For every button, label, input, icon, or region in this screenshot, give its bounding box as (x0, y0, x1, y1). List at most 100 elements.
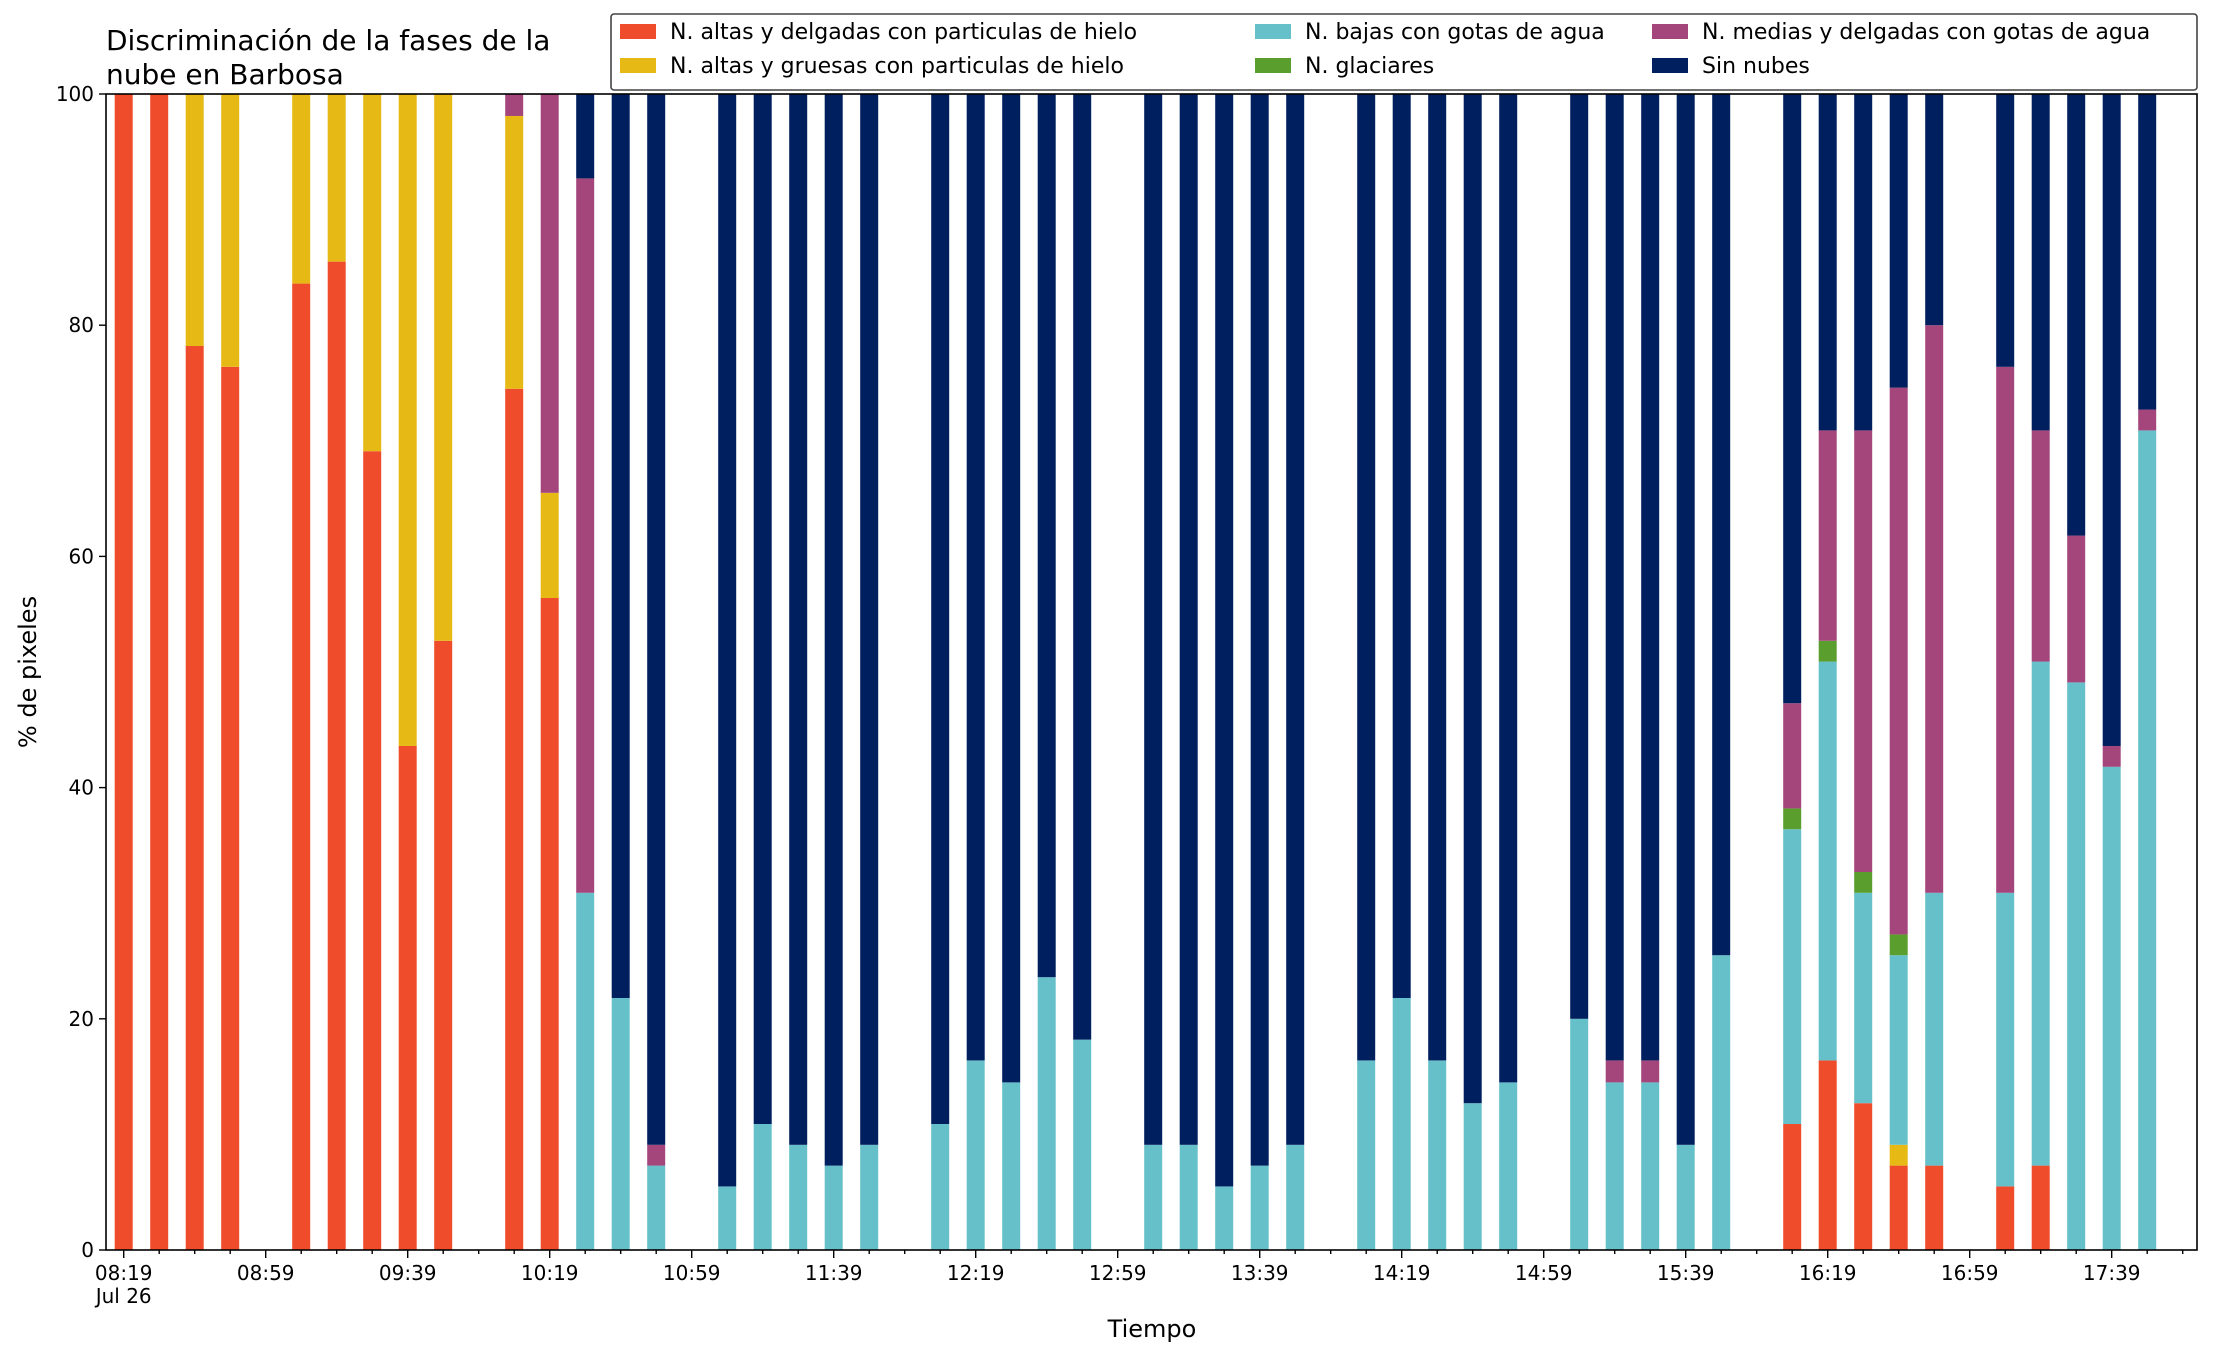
x-tick-label: 08:19 (95, 1261, 153, 1285)
bar-segment (1818, 430, 1837, 641)
bar-segment (1925, 892, 1944, 1166)
bar-segment (576, 94, 595, 179)
bar-segment (966, 94, 985, 1061)
legend-swatch (620, 58, 656, 73)
x-tick-label: 16:19 (1799, 1261, 1857, 1285)
bar-segment (1215, 94, 1234, 1187)
bar-segment (2067, 535, 2086, 683)
bar-segment (292, 283, 311, 1251)
bar-segment (1605, 94, 1624, 1061)
bar-segment (398, 94, 417, 746)
bar-segment (398, 745, 417, 1250)
bar-segment (1925, 325, 1944, 893)
bar-segment (1428, 1060, 1447, 1250)
bar-segment (1925, 1165, 1944, 1250)
bar-segment (1250, 1165, 1269, 1250)
bar-segment (1605, 1082, 1624, 1250)
x-tick-label: 11:39 (805, 1261, 863, 1285)
bar-segment (611, 997, 630, 1250)
bar-segment (327, 94, 346, 262)
plot-frame (105, 93, 2198, 1251)
bar-segment (1428, 94, 1447, 1061)
bar-segment (753, 1124, 772, 1250)
bar-segment (1499, 94, 1518, 1083)
x-tick-label: 15:39 (1657, 1261, 1715, 1285)
y-tick-label: 0 (81, 1238, 94, 1262)
bar-segment (1392, 94, 1411, 998)
bar-segment (1073, 1039, 1092, 1250)
x-tick-label: 14:59 (1515, 1261, 1573, 1285)
y-tick-label: 80 (69, 313, 94, 337)
bar-segment (1996, 892, 2015, 1187)
bar-segment (1250, 94, 1269, 1166)
bar-segment (150, 94, 169, 1250)
bar-segment (647, 94, 666, 1145)
bar-segment (221, 94, 240, 367)
bar-segment (185, 94, 204, 347)
legend: N. altas y delgadas con particulas de hi… (610, 13, 2198, 91)
bar-segment (1037, 94, 1056, 978)
bar-segment (1641, 1060, 1660, 1083)
x-tick-label: 09:39 (379, 1261, 437, 1285)
bar-segment (1676, 94, 1695, 1145)
bar-segment (505, 94, 524, 116)
y-axis-label: % de pixeles (14, 596, 42, 748)
bar-segment (1073, 94, 1092, 1040)
bar-segment (1854, 94, 1873, 431)
bar-segment (1889, 955, 1908, 1145)
bar-segment (363, 451, 382, 1250)
bar-segment (1783, 1124, 1802, 1250)
bar-segment (789, 94, 808, 1145)
bar-segment (576, 178, 595, 893)
bar-segment (2138, 430, 2157, 1250)
chart-title-line-2: nube en Barbosa (106, 58, 344, 91)
bar-segment (1854, 871, 1873, 893)
bar-segment (2031, 94, 2050, 431)
bar-segment (1570, 94, 1589, 1019)
legend-frame (610, 13, 2198, 91)
x-tick-label: 12:59 (1089, 1261, 1147, 1285)
bar-segment (931, 94, 950, 1124)
legend-label: N. glaciares (1305, 54, 1434, 79)
y-tick-label: 100 (56, 82, 94, 106)
x-tick-label: 14:19 (1373, 1261, 1431, 1285)
bar-segment (1286, 94, 1305, 1145)
x-tick-sublabel: Jul 26 (94, 1284, 152, 1308)
bar-segment (2138, 94, 2157, 410)
bar-segment (1712, 955, 1731, 1250)
bar-segment (1676, 1144, 1695, 1250)
bar-segment (540, 492, 559, 599)
bar-segment (434, 94, 453, 641)
bar-segment (860, 94, 879, 1145)
bar-segment (1357, 94, 1376, 1061)
bar-segment (718, 94, 737, 1187)
bar-segment (1854, 430, 1873, 872)
bar-segment (1854, 1103, 1873, 1250)
x-tick-label: 16:59 (1941, 1261, 1999, 1285)
y-tick-label: 20 (69, 1007, 94, 1031)
bar-segment (1818, 640, 1837, 662)
x-tick-label: 17:39 (2083, 1261, 2141, 1285)
bar-segment (753, 94, 772, 1124)
bar-segment (789, 1144, 808, 1250)
bar-segment (647, 1165, 666, 1250)
bar-segment (576, 892, 595, 1250)
bar-segment (1499, 1082, 1518, 1250)
bar-segment (1925, 94, 1944, 326)
legend-label: N. medias y delgadas con gotas de agua (1702, 20, 2150, 45)
x-tick-label: 10:59 (663, 1261, 721, 1285)
bar-segment (327, 261, 346, 1250)
x-axis: 08:19 08:59 09:39 10:19 10:59 11:39 12:19 12:59… (94, 1250, 2184, 1308)
bar-segment (505, 115, 524, 389)
bar-segment (1889, 94, 1908, 388)
legend-swatch (1255, 24, 1291, 39)
bar-segment (363, 94, 382, 452)
bar-segment (185, 346, 204, 1250)
bar-segment (2031, 661, 2050, 1166)
bar-segment (1996, 366, 2015, 893)
bar-segment (2031, 430, 2050, 662)
x-tick-label: 13:39 (1231, 1261, 1289, 1285)
bar-segment (1037, 977, 1056, 1250)
bar-segment (1570, 1018, 1589, 1250)
